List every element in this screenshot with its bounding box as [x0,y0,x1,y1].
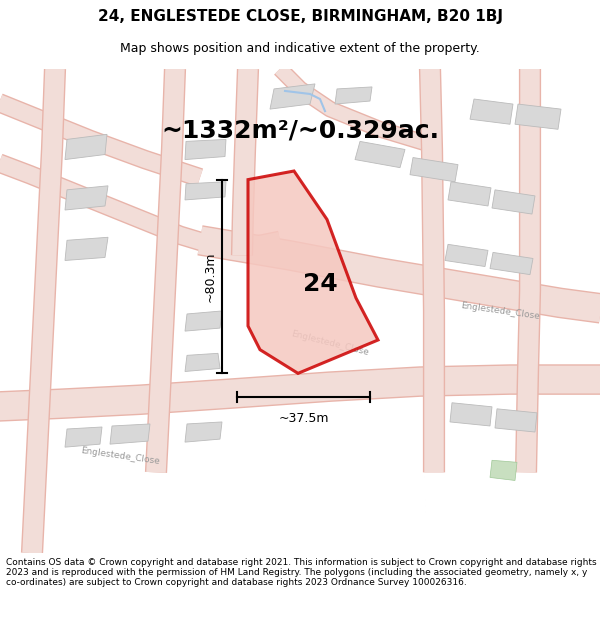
Text: 24, ENGLESTEDE CLOSE, BIRMINGHAM, B20 1BJ: 24, ENGLESTEDE CLOSE, BIRMINGHAM, B20 1B… [97,9,503,24]
Polygon shape [65,427,102,447]
Polygon shape [492,190,535,214]
Text: Contains OS data © Crown copyright and database right 2021. This information is : Contains OS data © Crown copyright and d… [6,558,596,588]
Polygon shape [185,353,220,371]
Polygon shape [515,104,561,129]
Polygon shape [335,87,372,104]
Polygon shape [355,141,405,168]
Polygon shape [490,253,533,274]
Polygon shape [495,409,537,432]
Polygon shape [185,311,222,331]
Text: ~80.3m: ~80.3m [203,251,217,302]
Polygon shape [185,182,226,200]
Polygon shape [65,134,107,159]
Polygon shape [248,171,378,373]
Text: Englestede_Close: Englestede_Close [290,329,370,357]
Text: ~1332m²/~0.329ac.: ~1332m²/~0.329ac. [161,118,439,142]
Polygon shape [185,422,222,442]
Polygon shape [450,402,492,426]
Polygon shape [270,84,315,109]
Polygon shape [490,460,517,481]
Polygon shape [185,139,226,159]
Text: 24: 24 [302,272,337,296]
Text: Englestede_Close: Englestede_Close [80,446,160,466]
Polygon shape [448,182,491,206]
Text: Englestede_Close: Englestede_Close [460,301,540,321]
Text: Map shows position and indicative extent of the property.: Map shows position and indicative extent… [120,42,480,54]
Polygon shape [65,238,108,261]
Polygon shape [445,244,488,266]
Polygon shape [110,424,150,444]
Polygon shape [470,99,513,124]
Polygon shape [65,186,108,210]
Text: ~37.5m: ~37.5m [278,412,329,425]
Polygon shape [410,158,458,182]
